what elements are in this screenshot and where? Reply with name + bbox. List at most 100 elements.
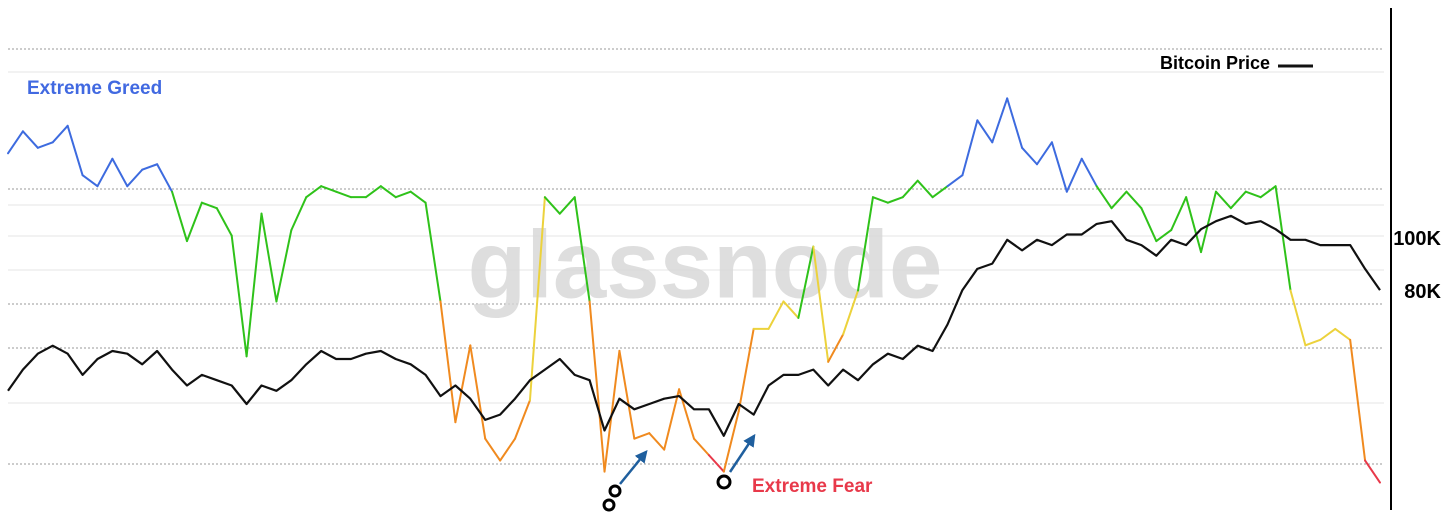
index-segment [111, 157, 129, 188]
index-segment [514, 399, 531, 440]
index-segment [827, 333, 845, 363]
index-segment [961, 119, 979, 177]
legend: Bitcoin Price [1160, 53, 1313, 73]
index-segment [230, 234, 248, 358]
index-segment [1349, 338, 1367, 462]
index-segment [1110, 190, 1128, 210]
index-segment [693, 437, 710, 457]
index-segment [335, 190, 352, 199]
index-segment [931, 185, 949, 199]
index-segment [305, 185, 323, 199]
index-segment [1155, 229, 1173, 243]
index-segment [1200, 190, 1217, 254]
arrow [619, 450, 648, 485]
index-segment [916, 179, 934, 199]
index-segment [260, 212, 278, 303]
index-segment [21, 130, 39, 149]
index-segment [484, 437, 502, 462]
index-segment [364, 185, 382, 199]
index-segment [618, 349, 636, 440]
index-segment [842, 289, 860, 336]
index-segment [722, 410, 740, 473]
index-segment [946, 174, 964, 188]
index-segment [991, 97, 1009, 144]
y2-tick-label: 100K [1393, 228, 1441, 250]
index-segment [797, 245, 815, 319]
index-segment [320, 185, 338, 193]
index-segment [1125, 190, 1143, 210]
index-segment [1274, 185, 1292, 292]
index-segment [1185, 196, 1203, 254]
index-segment [1095, 185, 1113, 210]
index-segment [857, 196, 874, 292]
index-segment [126, 168, 144, 188]
marker-circle [716, 474, 732, 490]
annotation: Extreme Greed [27, 78, 162, 99]
index-segment [96, 157, 114, 188]
index-segment [499, 437, 517, 462]
index-segment [439, 300, 457, 424]
index-segment [36, 141, 54, 149]
index-segment [290, 196, 308, 232]
index-segment [573, 196, 591, 303]
watermark: glassnode [468, 211, 943, 318]
index-segment [200, 201, 218, 210]
index-segment [1229, 190, 1247, 210]
index-segment [379, 185, 397, 199]
index-segment [812, 245, 830, 363]
index-segment [633, 432, 651, 440]
index-segment [141, 163, 159, 171]
index-segment [1334, 327, 1352, 341]
index-segment [1021, 146, 1038, 166]
index-segment [737, 327, 755, 413]
index-segment [558, 196, 576, 215]
index-segment [528, 196, 546, 402]
index-segment [81, 174, 99, 188]
index-segment [1304, 338, 1322, 347]
index-segment [1050, 141, 1068, 193]
index-segment [588, 300, 606, 473]
index-segment [1140, 207, 1158, 243]
price-line [7, 214, 1381, 437]
index-segment [1259, 185, 1277, 199]
index-segment [1214, 190, 1232, 210]
legend-label: Bitcoin Price [1160, 53, 1270, 73]
index-segment [7, 130, 24, 155]
index-segment [782, 300, 800, 319]
marker-circle [602, 498, 616, 512]
index-segment [409, 190, 427, 204]
index-segment [871, 196, 889, 204]
index-segment [171, 190, 188, 243]
index-segment [707, 454, 725, 473]
index-segment [156, 163, 174, 193]
index-segment [1244, 190, 1262, 199]
index-segment [1319, 327, 1337, 341]
index-segment [275, 229, 293, 303]
index-segment [185, 201, 203, 243]
index-segment [66, 124, 84, 177]
index-segment [1065, 157, 1083, 193]
marker-circle [608, 484, 622, 498]
index-segment [1289, 289, 1307, 347]
index-segment [245, 212, 263, 358]
index-segment [648, 432, 666, 451]
arrow [728, 433, 756, 473]
index-segment [1364, 459, 1381, 484]
index-segment [394, 190, 412, 199]
index-segment [469, 344, 487, 440]
index-segment [454, 344, 472, 424]
index-segment [603, 349, 621, 473]
index-segment [1080, 157, 1098, 188]
index-segment [976, 119, 994, 144]
index-segment [1036, 141, 1053, 166]
index-segment [1006, 97, 1024, 149]
index-segment [663, 388, 681, 451]
index-segment [886, 196, 904, 204]
index-segment [767, 300, 785, 330]
y2-tick-label: 80K [1404, 281, 1441, 303]
index-segment [1170, 196, 1188, 232]
index-segment [424, 201, 442, 303]
index-segment [901, 179, 919, 199]
annotation: Extreme Fear [752, 476, 873, 497]
